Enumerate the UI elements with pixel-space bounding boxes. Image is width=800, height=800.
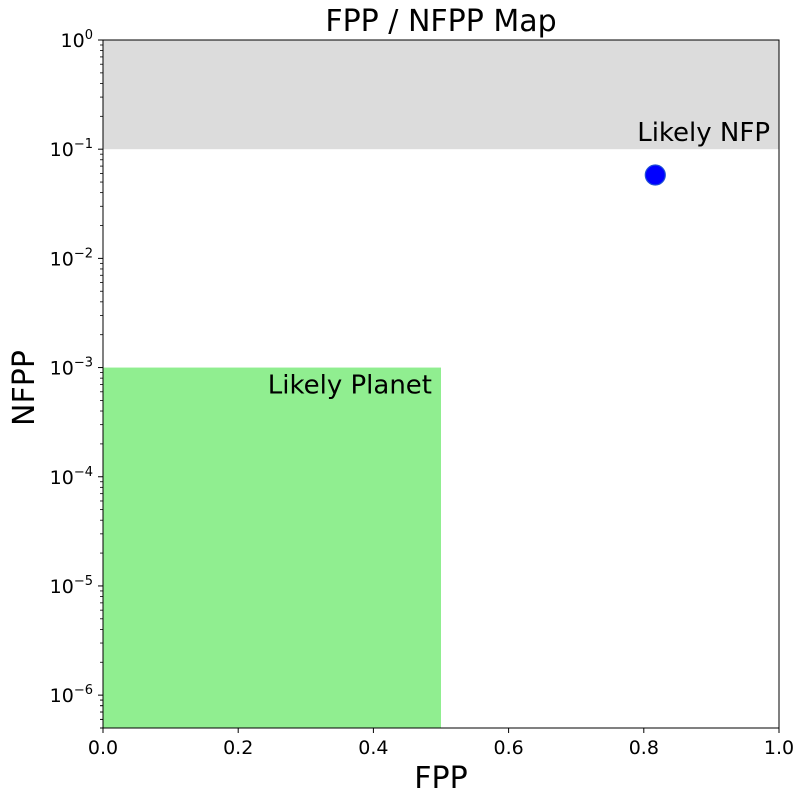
chart-title: FPP / NFPP Map xyxy=(325,4,556,39)
y-tick-label: 10−1 xyxy=(50,137,93,161)
y-tick-label: 10−6 xyxy=(50,683,93,707)
y-tick-label: 10−4 xyxy=(50,465,93,489)
x-tick-label: 0.6 xyxy=(493,737,523,759)
x-tick-label: 0.2 xyxy=(223,737,253,759)
x-axis-ticks: 0.0 0.2 0.4 0.6 0.8 1.0 xyxy=(88,728,794,759)
x-tick-label: 1.0 xyxy=(764,737,794,759)
region-likely-planet xyxy=(103,367,441,728)
plot-frame xyxy=(102,39,780,729)
region-label: Likely NFP xyxy=(637,118,770,148)
y-tick-label: 10−5 xyxy=(50,574,93,598)
x-tick-label: 0.4 xyxy=(358,737,388,759)
y-axis-ticks: 100 10−1 10−2 10−3 10−4 10−5 10−6 xyxy=(50,28,103,729)
region-label: Likely Planet xyxy=(268,371,432,401)
y-axis-label: NFPP xyxy=(7,350,42,426)
regions-layer xyxy=(103,40,779,728)
x-tick-label: 0.8 xyxy=(629,737,659,759)
y-tick-label: 10−2 xyxy=(50,246,93,270)
region-labels-layer: Likely NFP Likely Planet xyxy=(268,118,770,400)
points-layer xyxy=(644,164,666,186)
data-point xyxy=(644,164,666,186)
region-likely-nfp xyxy=(103,40,779,150)
x-axis-label: FPP xyxy=(414,761,467,796)
y-tick-label: 10−3 xyxy=(50,356,93,380)
x-tick-label: 0.0 xyxy=(88,737,118,759)
y-tick-label: 100 xyxy=(61,28,93,52)
